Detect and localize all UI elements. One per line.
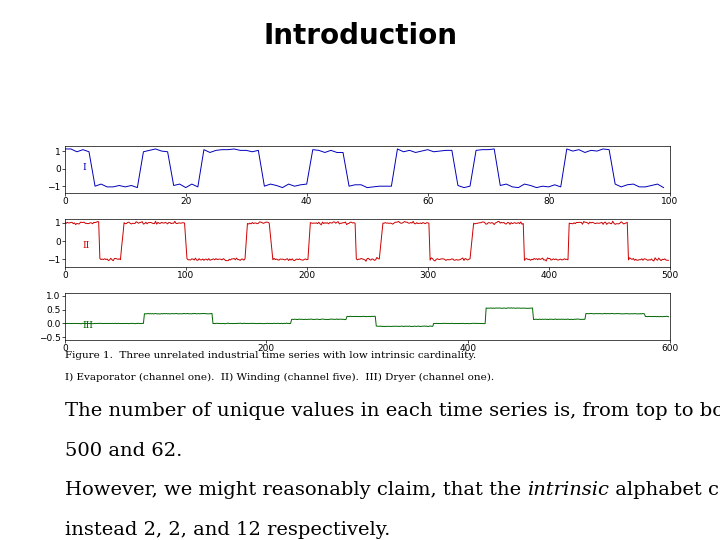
Text: Introduction: Introduction bbox=[263, 22, 457, 50]
Text: III: III bbox=[83, 321, 94, 330]
Text: alphabet cardinality is: alphabet cardinality is bbox=[609, 481, 720, 499]
Text: I) Evaporator (channel one).  II) Winding (channel five).  III) Dryer (channel o: I) Evaporator (channel one). II) Winding… bbox=[65, 373, 494, 382]
Text: 500 and 62.: 500 and 62. bbox=[65, 442, 182, 460]
Text: I: I bbox=[83, 163, 86, 172]
Text: intrinsic: intrinsic bbox=[527, 481, 609, 499]
Text: instead 2, 2, and 12 respectively.: instead 2, 2, and 12 respectively. bbox=[65, 521, 390, 538]
Text: However, we might reasonably claim, that the: However, we might reasonably claim, that… bbox=[65, 481, 527, 499]
Text: Figure 1.  Three unrelated industrial time series with low intrinsic cardinality: Figure 1. Three unrelated industrial tim… bbox=[65, 351, 476, 360]
Text: II: II bbox=[83, 241, 90, 250]
Text: The number of unique values in each time series is, from top to bottom, 14,: The number of unique values in each time… bbox=[65, 402, 720, 420]
